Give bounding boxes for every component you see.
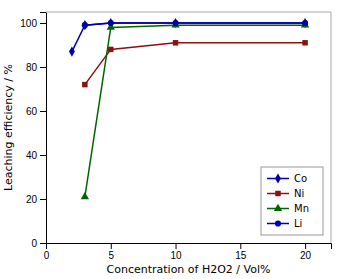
tick-label: 40 <box>26 150 38 161</box>
marker <box>82 82 87 87</box>
tick: 15 <box>235 243 247 261</box>
tick-label: 10 <box>170 250 182 261</box>
series <box>82 40 308 87</box>
tick-mark <box>40 23 46 24</box>
y-axis: 0 20 40 60 80 100 <box>20 13 46 249</box>
legend-box <box>261 167 323 235</box>
legend-marker <box>275 191 280 196</box>
marker <box>81 192 89 199</box>
tick-mark <box>40 67 46 68</box>
tick-mark <box>40 243 46 244</box>
marker <box>69 47 75 57</box>
marker <box>301 20 309 27</box>
tick-mark <box>240 243 241 249</box>
tick: 5 <box>108 243 114 261</box>
tick: 60 <box>26 106 46 117</box>
x-axis: 0 5 10 15 20 <box>44 243 332 261</box>
marker <box>108 47 113 52</box>
tick: 0 <box>31 238 46 249</box>
marker <box>172 20 178 26</box>
marker <box>82 20 88 30</box>
tick: 0 <box>44 243 50 261</box>
tick-label: 0 <box>31 238 37 249</box>
tick-label: 5 <box>108 250 114 261</box>
legend-marker <box>275 173 281 183</box>
marker <box>302 40 307 45</box>
legend-item: Mn <box>267 203 309 214</box>
marker <box>302 20 308 26</box>
legend-label: Mn <box>294 203 309 214</box>
legend-item: Ni <box>267 188 304 199</box>
tick-mark <box>40 199 46 200</box>
series <box>69 18 308 57</box>
legend-label: Co <box>294 173 307 184</box>
marker <box>171 20 179 27</box>
legend-label: Li <box>294 218 302 229</box>
x-axis-label: Concentration of H2O2 / Vol% <box>107 263 271 276</box>
tick-mark <box>40 155 46 156</box>
legend-marker <box>274 204 282 211</box>
tick-mark <box>305 243 306 249</box>
tick-label: 80 <box>26 62 38 73</box>
line <box>85 23 305 25</box>
axis-line <box>47 244 332 250</box>
tick: 80 <box>26 62 46 73</box>
legend-label: Ni <box>294 188 304 199</box>
frame <box>331 12 332 243</box>
series <box>82 20 308 28</box>
legend: Co Ni Mn Li <box>261 167 323 235</box>
tick-mark <box>176 243 177 249</box>
tick-mark <box>40 111 46 112</box>
plot: 0 5 10 15 20 0 20 40 60 80 100 Co Ni Mn Li <box>20 12 331 261</box>
tick: 20 <box>26 194 46 205</box>
line <box>85 43 305 85</box>
frame <box>46 12 331 13</box>
tick: 40 <box>26 150 46 161</box>
tick-mark <box>111 243 112 249</box>
chart: 0 5 10 15 20 0 20 40 60 80 100 Co Ni Mn Li Concentratio… <box>0 0 343 279</box>
tick: 100 <box>20 18 46 29</box>
axis-line <box>40 13 47 244</box>
y-axis-label: Leaching efficiency / % <box>2 64 15 191</box>
tick-label: 100 <box>20 18 37 29</box>
tick-label: 15 <box>235 250 247 261</box>
marker <box>173 40 178 45</box>
marker <box>82 22 88 28</box>
legend-item: Co <box>267 173 307 184</box>
legend-marker <box>275 220 281 226</box>
line <box>72 23 305 52</box>
legend-item: Li <box>267 218 302 229</box>
tick-label: 60 <box>26 106 38 117</box>
tick-label: 20 <box>26 194 38 205</box>
marker <box>108 20 114 26</box>
tick-label: 20 <box>300 250 312 261</box>
tick-label: 0 <box>44 250 50 261</box>
tick: 10 <box>170 243 182 261</box>
tick: 20 <box>300 243 312 261</box>
